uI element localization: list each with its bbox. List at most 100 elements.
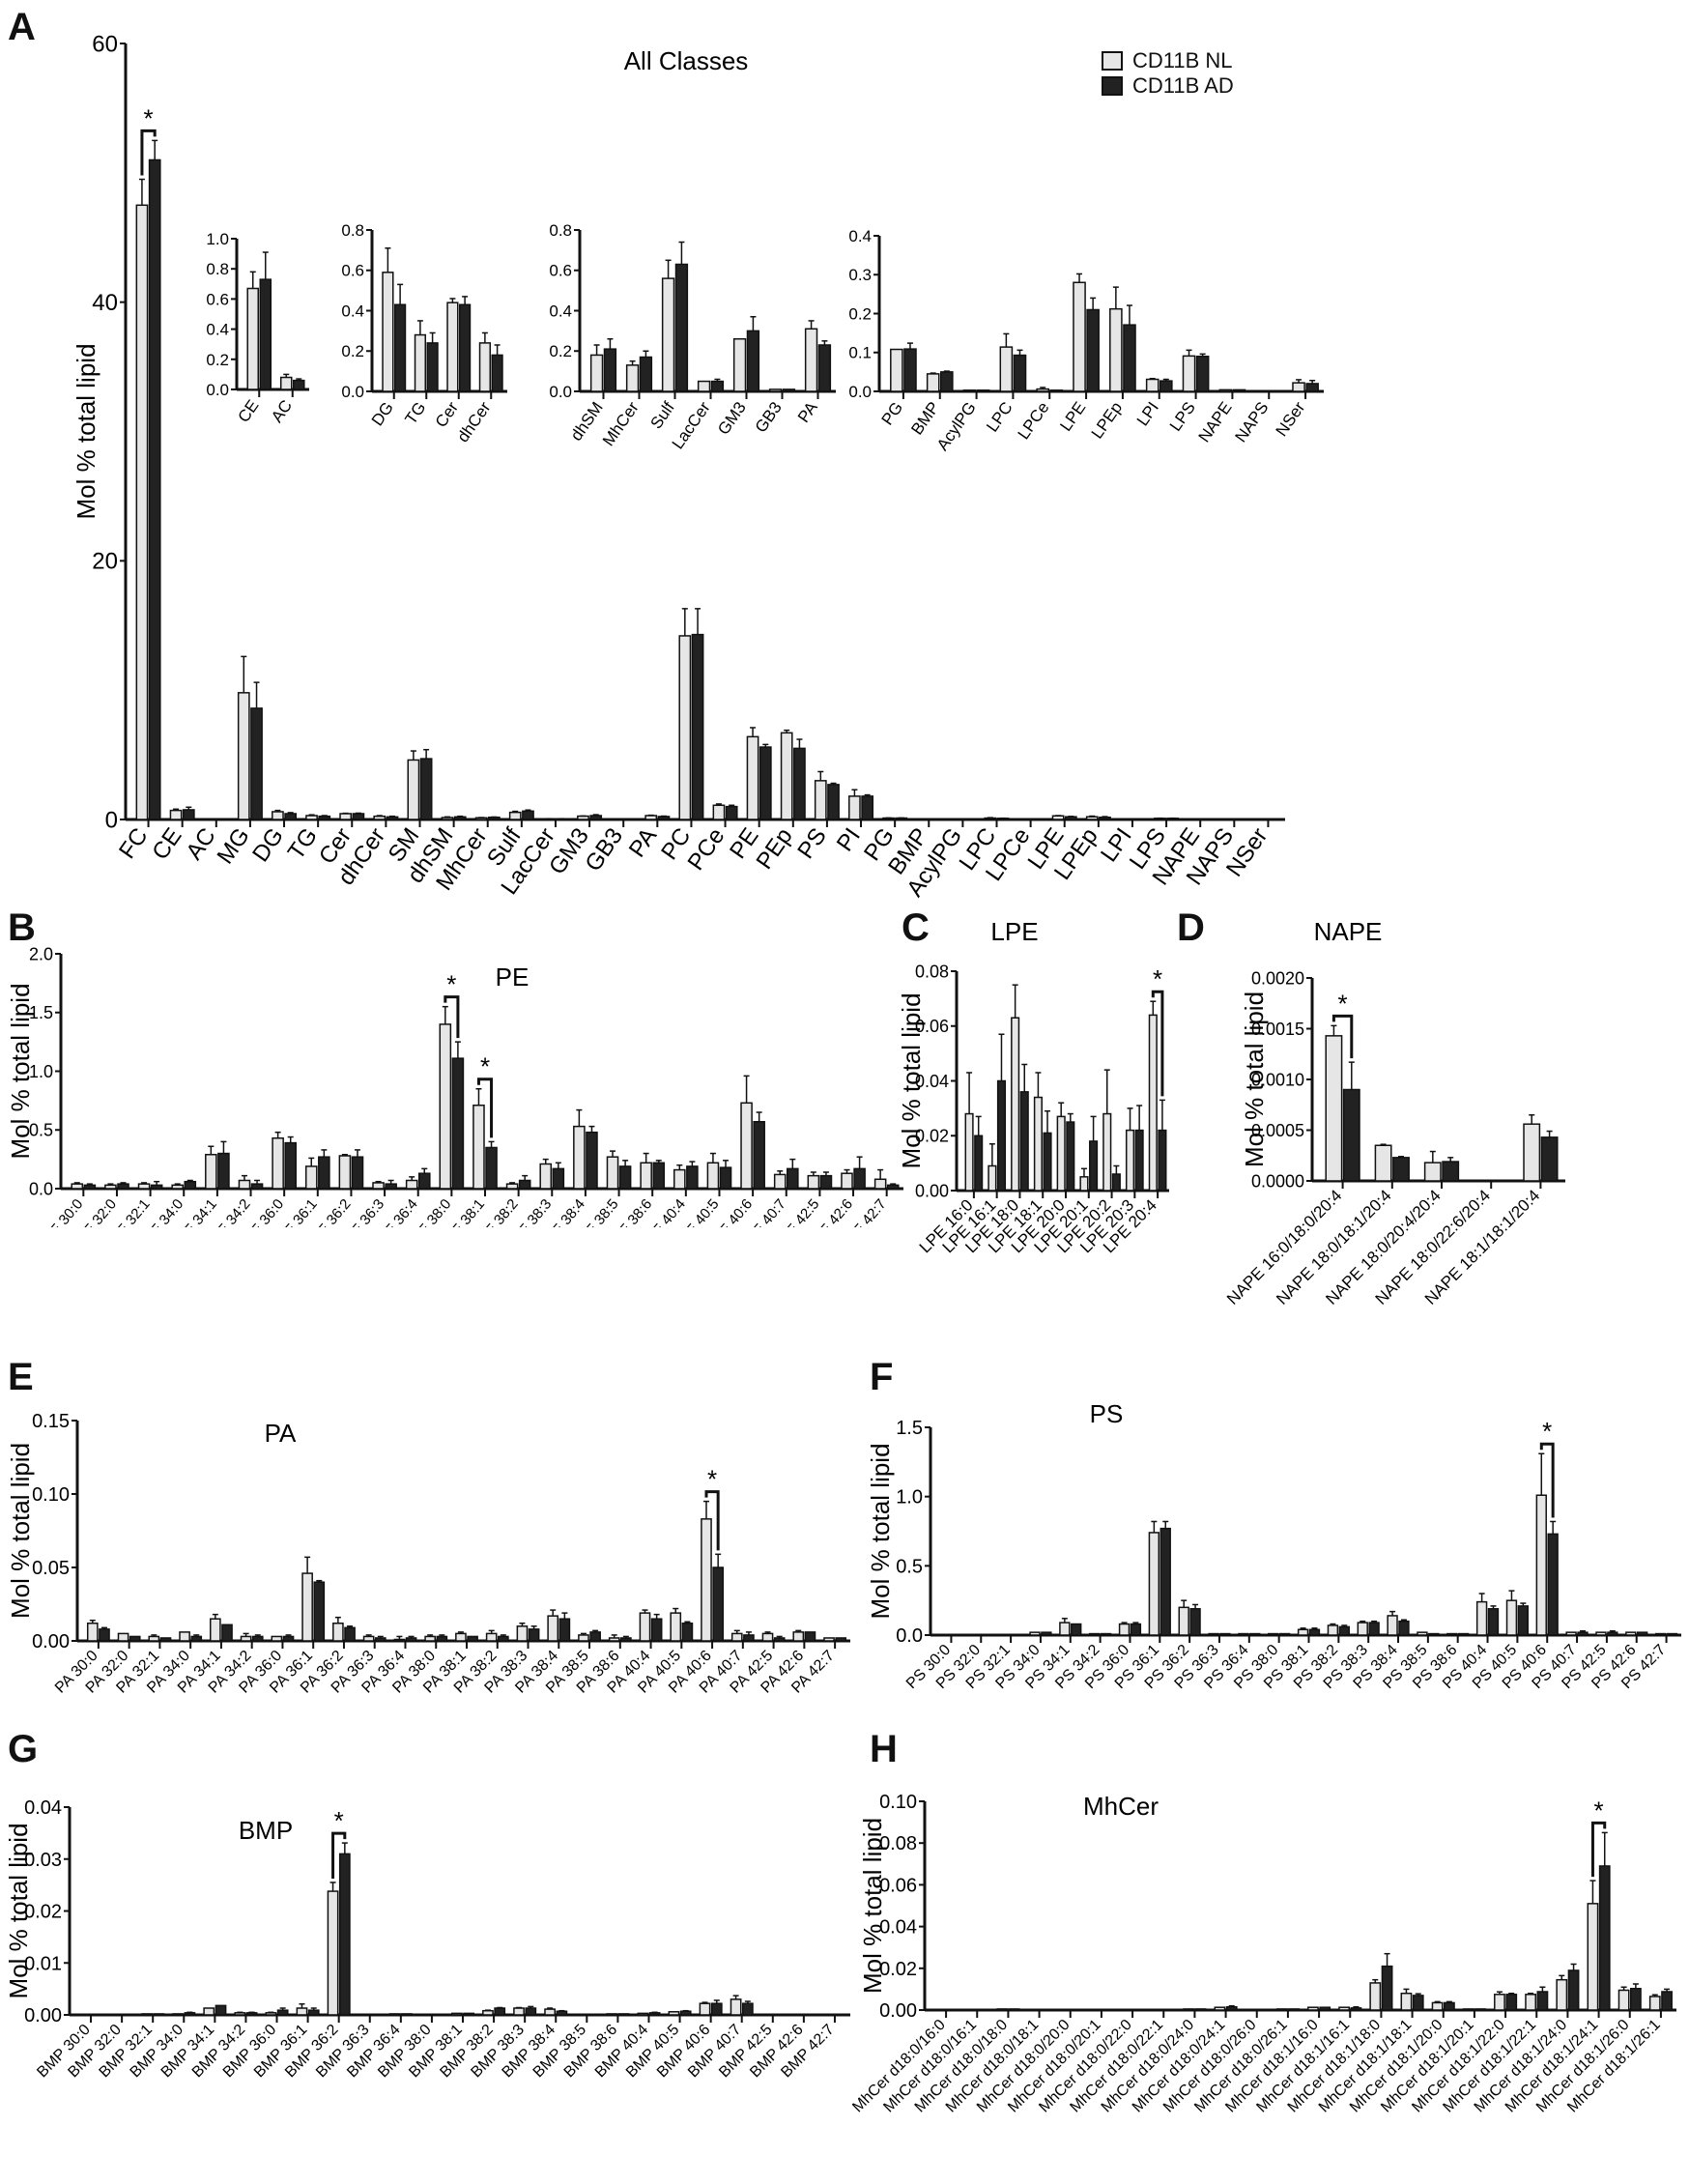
bar-nl xyxy=(171,1184,184,1190)
bar-ad xyxy=(159,1637,172,1642)
bar-ad xyxy=(451,1057,465,1190)
bar-nl xyxy=(505,1183,519,1190)
bar-nl xyxy=(205,1154,217,1190)
bar-nl xyxy=(670,1612,682,1642)
bar-nl xyxy=(1245,2009,1257,2012)
bar-ad xyxy=(603,348,617,392)
bar-nl xyxy=(639,1612,651,1642)
significance-star: * xyxy=(480,1052,490,1081)
x-tick-label: DG xyxy=(368,398,397,429)
bar-ad xyxy=(1064,816,1077,820)
bar-ad xyxy=(518,1179,531,1190)
bar-nl xyxy=(179,1631,190,1642)
x-tick-label: LPEp xyxy=(1088,398,1126,442)
significance-bracket xyxy=(1590,1821,1607,1878)
bar-nl xyxy=(279,376,293,390)
bar-ad xyxy=(1666,1632,1678,1636)
bar-nl xyxy=(1017,819,1031,821)
bar-ad xyxy=(853,1167,866,1190)
bar-ad xyxy=(712,1566,724,1642)
panel-label-d: D xyxy=(1177,906,1205,949)
significance-star: * xyxy=(446,970,456,999)
bar-nl xyxy=(1119,818,1132,820)
y-tick-label: 0.04 xyxy=(915,1072,949,1091)
x-tick-label: LPC xyxy=(983,398,1016,435)
bar-nl xyxy=(71,1183,84,1190)
bar-nl xyxy=(172,2013,185,2016)
bar-ad xyxy=(753,1120,765,1190)
y-tick-label: 0.0000 xyxy=(1251,1171,1304,1191)
bar-ad xyxy=(522,810,534,820)
bar-nl xyxy=(117,1632,129,1642)
y-tick-label: 1.5 xyxy=(29,1003,53,1022)
x-tick-label: AcylPG xyxy=(933,398,980,453)
bar-nl xyxy=(1102,1112,1112,1192)
bar-nl xyxy=(697,380,711,392)
bar-ad xyxy=(1195,356,1210,392)
bar-nl xyxy=(137,1183,151,1190)
x-tick-label: FC xyxy=(114,823,153,864)
y-tick-label: 0.0 xyxy=(29,1179,53,1198)
chart-title: BMP xyxy=(239,1816,293,1845)
bar-ad xyxy=(83,1184,97,1190)
y-tick-label: 0.04 xyxy=(24,1797,62,1819)
bar-ad xyxy=(1071,1623,1082,1636)
bar-ad xyxy=(1249,1632,1261,1636)
significance-bracket xyxy=(1331,1014,1354,1059)
bar-ad xyxy=(1308,1628,1321,1636)
bar-nl xyxy=(668,2011,680,2016)
bar-nl xyxy=(478,342,491,392)
bar-ad xyxy=(861,795,874,820)
significance-star: * xyxy=(1153,964,1162,993)
bar-ad xyxy=(148,158,161,820)
y-tick-label: 0.4 xyxy=(206,321,229,339)
bar-nl xyxy=(1118,1623,1131,1636)
bar-nl xyxy=(1617,1989,1630,2011)
bar-nl xyxy=(807,1174,820,1190)
bar-ad xyxy=(819,1174,833,1190)
bar-ad xyxy=(1013,354,1027,392)
bar-nl xyxy=(547,1615,559,1642)
y-tick-label: 0.5 xyxy=(896,1556,923,1577)
bar-nl xyxy=(1059,1622,1071,1636)
bar-ad xyxy=(1159,380,1173,392)
bar-nl xyxy=(926,373,940,392)
bar-nl xyxy=(740,1102,753,1190)
y-tick-label: 0.10 xyxy=(32,1484,70,1506)
bar-ad xyxy=(184,2012,196,2016)
bar-nl xyxy=(446,302,459,392)
bar-nl xyxy=(110,2013,122,2016)
bar-nl xyxy=(240,1635,252,1642)
bar-ad xyxy=(1041,1631,1052,1636)
bar-nl xyxy=(141,2013,153,2016)
bar-ad xyxy=(1159,1527,1171,1636)
significance-bracket xyxy=(704,1490,720,1551)
bar-ad xyxy=(674,263,689,392)
x-tick-label: TG xyxy=(401,398,429,427)
bar-nl xyxy=(673,1168,686,1190)
bar-nl xyxy=(1011,1017,1020,1192)
y-tick-label: 0.05 xyxy=(32,1558,70,1579)
bar-nl xyxy=(1214,2006,1226,2011)
bar-ad xyxy=(552,1167,565,1190)
legend-item-ad: CD11B AD xyxy=(1102,73,1234,99)
bar-ad xyxy=(1517,1605,1529,1636)
bar-ad xyxy=(190,1635,203,1642)
y-tick-label: 0.06 xyxy=(879,1875,917,1896)
bar-nl xyxy=(1089,1632,1101,1636)
bar-ad xyxy=(1567,1969,1580,2011)
significance-bracket xyxy=(331,1831,347,1879)
legend: CD11B NL CD11B AD xyxy=(1102,48,1234,99)
bar-nl xyxy=(644,815,658,820)
chart-title: All Classes xyxy=(624,46,749,75)
significance-star: * xyxy=(707,1465,717,1494)
bar-nl xyxy=(969,1633,982,1636)
bar-ad xyxy=(405,1637,417,1642)
y-tick-label: 0.8 xyxy=(206,260,229,278)
bar-nl xyxy=(238,1179,251,1190)
bar-ad xyxy=(1607,1631,1618,1636)
bar-nl xyxy=(606,2013,618,2016)
bar-ad xyxy=(394,303,407,392)
